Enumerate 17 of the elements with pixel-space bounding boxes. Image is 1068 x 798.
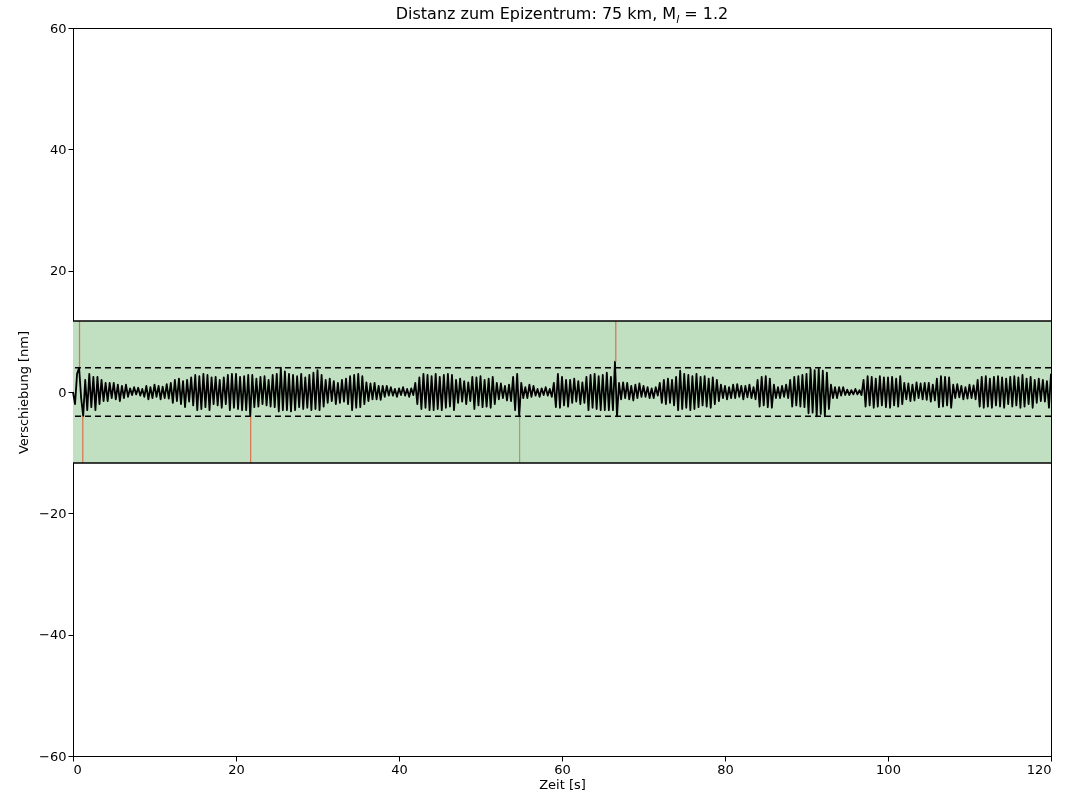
y-tick-label: −20 (39, 505, 67, 521)
y-tick-label: 60 (49, 20, 67, 36)
y-axis-title: Verschiebung [nm] (16, 330, 32, 455)
y-tick-label: −40 (39, 627, 67, 643)
y-tick-label: 0 (58, 384, 67, 400)
x-tick-label: 0 (73, 761, 82, 777)
y-tick-label: 20 (49, 263, 67, 279)
x-tick-label: 120 (1026, 761, 1052, 777)
x-tick-label: 100 (876, 761, 901, 777)
y-tick-label: 40 (49, 141, 67, 157)
y-tick-label: −60 (39, 748, 67, 764)
x-tick-label: 80 (717, 761, 734, 777)
chart-title: Distanz zum Epizentrum: 75 km, M$_{l}$ = 1.2 (394, 4, 730, 27)
x-tick-label: 20 (228, 761, 245, 777)
x-axis-title: Zeit [s] (539, 776, 586, 792)
x-tick-label: 60 (554, 761, 571, 777)
x-tick-label: 40 (391, 761, 408, 777)
